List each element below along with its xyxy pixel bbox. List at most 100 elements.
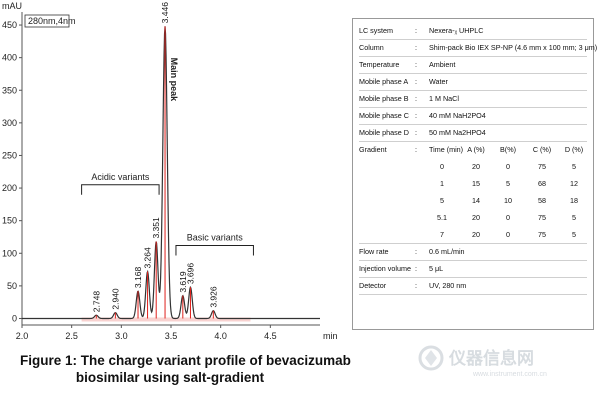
gradient-cell: 0 — [506, 162, 510, 171]
peak-rt-label: 3.446 — [160, 2, 170, 24]
table-separator — [359, 90, 587, 91]
gradient-cell: 10 — [504, 196, 512, 205]
basic-bracket — [175, 244, 254, 256]
peak-rt-label: 2.748 — [91, 291, 101, 313]
table-separator — [359, 56, 587, 57]
condition-colon: : — [415, 43, 417, 52]
condition-value: 0.6 mL/min — [429, 247, 465, 256]
condition-row: Detector: UV, 280 nm — [359, 280, 587, 292]
condition-value: 5 μL — [429, 264, 444, 273]
gradient-cell: 0 — [440, 162, 444, 171]
baseline-strip — [81, 317, 251, 322]
table-separator — [359, 124, 587, 125]
condition-label: Injection volume — [359, 264, 411, 273]
basic-variants-label: Basic variants — [187, 232, 244, 242]
condition-row: Mobile phase C: 40 mM NaH2PO4 — [359, 110, 587, 122]
detector-label: 280nm,4nm — [28, 16, 76, 26]
y-tick-label: 0 — [12, 313, 17, 323]
gradient-cell: 58 — [538, 196, 546, 205]
gradient-row: 7 20 0 75 5 — [359, 229, 587, 241]
x-tick-label: 4.5 — [264, 331, 277, 341]
table-separator — [359, 141, 587, 142]
gradient-row: 1 15 5 68 12 — [359, 178, 587, 190]
gradient-cell: 68 — [538, 179, 546, 188]
condition-value: Ambient — [429, 60, 456, 69]
method-conditions-table: LC system: Nexera-ᵪ UHPLC Column: Shim-pack… — [352, 18, 597, 330]
y-tick-label: 450 — [2, 20, 17, 30]
y-tick-label: 250 — [2, 150, 17, 160]
condition-colon: : — [415, 264, 417, 273]
acidic-variants-label: Acidic variants — [91, 172, 150, 182]
y-tick-label: 100 — [2, 248, 17, 258]
condition-label: Flow rate — [359, 247, 389, 256]
condition-row: Injection volume: 5 μL — [359, 263, 587, 275]
gradient-row: 5 14 10 58 18 — [359, 195, 587, 207]
gradient-cell: 5.1 — [437, 213, 447, 222]
gradient-cell: 5 — [506, 179, 510, 188]
condition-colon: : — [415, 77, 417, 86]
condition-row: Mobile phase D: 50 mM Na2HPO4 — [359, 127, 587, 139]
gradient-cell: 1 — [440, 179, 444, 188]
y-tick-label: 350 — [2, 85, 17, 95]
table-separator — [359, 107, 587, 108]
condition-colon: : — [415, 60, 417, 69]
gradient-label: Gradient — [359, 145, 387, 154]
peak-rt-label: 3.351 — [151, 217, 161, 239]
condition-row: Mobile phase B: 1 M NaCl — [359, 93, 587, 105]
condition-label: Detector — [359, 281, 387, 290]
gradient-column-header: D (%) — [564, 145, 584, 154]
table-separator — [359, 73, 587, 74]
gradient-column-header: C (%) — [532, 145, 552, 154]
condition-row: Temperature: Ambient — [359, 59, 587, 71]
gradient-cell: 75 — [538, 162, 546, 171]
condition-label: Mobile phase C — [359, 111, 409, 120]
gradient-header-row: Gradient: Time (min) A (%) B(%) C (%) D (%) — [359, 144, 587, 156]
condition-value: UV, 280 nm — [429, 281, 467, 290]
condition-label: LC system — [359, 26, 393, 35]
peak-rt-label: 3.696 — [185, 263, 195, 285]
figure-caption: Figure 1: The charge variant profile of … — [20, 352, 351, 386]
gradient-cell: 5 — [440, 196, 444, 205]
peak-rt-label: 3.926 — [208, 286, 218, 308]
gradient-cell: 5 — [572, 230, 576, 239]
condition-label: Mobile phase A — [359, 77, 409, 86]
gradient-column-header: B(%) — [500, 145, 516, 154]
gradient-cell: 5 — [572, 213, 576, 222]
watermark-logo: 仪器信息网 www.instrument.com.cn — [415, 340, 595, 380]
condition-label: Column — [359, 43, 384, 52]
table-separator — [359, 277, 587, 278]
condition-row: Column: Shim-pack Bio IEX SP-NP (4.6 mm x… — [359, 42, 597, 54]
y-tick-label: 50 — [7, 281, 17, 291]
condition-label: Mobile phase B — [359, 94, 409, 103]
gradient-cell: 0 — [506, 213, 510, 222]
chromatogram-chart: mAU 280nm,4nm 0 50 100 150 200 250 300 350 400 450 2… — [2, 1, 338, 341]
y-tick-label: 200 — [2, 183, 17, 193]
condition-colon: : — [415, 145, 417, 154]
condition-value: 50 mM Na2HPO4 — [429, 128, 486, 137]
condition-colon: : — [415, 247, 417, 256]
table-separator — [359, 39, 587, 40]
peak-rt-label: 3.619 — [178, 271, 188, 293]
condition-label: Temperature — [359, 60, 400, 69]
y-tick-label: 150 — [2, 216, 17, 226]
gradient-cell: 75 — [538, 213, 546, 222]
gradient-cell: 0 — [506, 230, 510, 239]
y-axis-unit-label: mAU — [2, 1, 22, 11]
table-separator — [359, 294, 587, 295]
condition-row: LC system: Nexera-ᵪ UHPLC — [359, 25, 587, 37]
gradient-cell: 75 — [538, 230, 546, 239]
gradient-cell: 7 — [440, 230, 444, 239]
gradient-cell: 12 — [570, 179, 578, 188]
peak-rt-label: 3.264 — [143, 247, 153, 269]
condition-value: Nexera-ᵪ UHPLC — [429, 26, 484, 35]
x-tick-label: 2.0 — [16, 331, 29, 341]
table-separator — [359, 260, 587, 261]
condition-colon: : — [415, 26, 417, 35]
table-separator — [359, 243, 587, 244]
condition-label: Mobile phase D — [359, 128, 409, 137]
condition-colon: : — [415, 281, 417, 290]
condition-colon: : — [415, 94, 417, 103]
x-axis-unit-label: min — [323, 331, 338, 341]
chromatogram-panel: mAU 280nm,4nm 0 50 100 150 200 250 300 350 400 450 2… — [2, 1, 338, 341]
y-tick-label: 400 — [2, 53, 17, 63]
